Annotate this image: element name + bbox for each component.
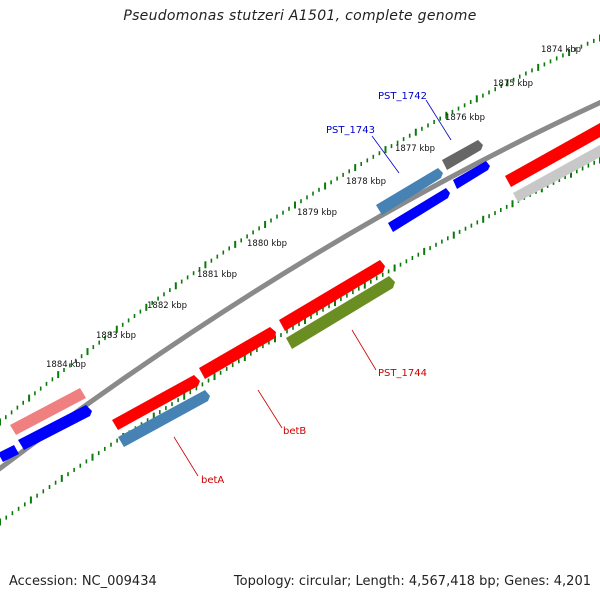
- leader-pst1744: [351, 329, 377, 371]
- leader-betA: [173, 436, 199, 477]
- label-betA[interactable]: betA: [201, 475, 224, 486]
- kbp-label: 1874 kbp: [541, 45, 581, 55]
- label-pst1742[interactable]: PST_1742: [378, 91, 427, 102]
- leader-betB: [257, 389, 283, 429]
- gene-blue-1884[interactable]: [18, 405, 92, 450]
- kbp-label: 1883 kbp: [96, 331, 136, 341]
- leader-pst1742: [425, 99, 452, 141]
- map-title: Pseudomonas stutzeri A1501, complete gen…: [123, 8, 477, 24]
- gene-betA-red[interactable]: [112, 375, 200, 430]
- kbp-labels: 1874 kbp 1875 kbp 1876 kbp 1877 kbp 1878…: [46, 45, 581, 370]
- kbp-label: 1884 kbp: [46, 360, 86, 370]
- gene-red-right[interactable]: [505, 123, 600, 187]
- kbp-label: 1878 kbp: [346, 177, 386, 187]
- gene-steel-1743[interactable]: [376, 168, 443, 215]
- kbp-label: 1880 kbp: [247, 239, 287, 249]
- plus-strand-genes: [0, 123, 600, 462]
- kbp-label: 1876 kbp: [445, 113, 485, 123]
- kbp-label: 1881 kbp: [197, 270, 237, 280]
- genome-backbone: [0, 99, 600, 472]
- gene-olive-1744[interactable]: [286, 276, 395, 349]
- label-pst1744[interactable]: PST_1744: [378, 368, 427, 379]
- gene-blue-left[interactable]: [0, 445, 19, 462]
- outer-tick-track: [0, 34, 600, 426]
- gene-betB-red[interactable]: [199, 327, 276, 379]
- topology-stats-text: Topology: circular; Length: 4,567,418 bp…: [233, 574, 591, 589]
- accession-text: Accession: NC_009434: [9, 574, 157, 589]
- gene-lightgray-right[interactable]: [513, 145, 600, 202]
- leader-pst1743: [371, 135, 400, 174]
- inner-tick-track: [0, 156, 600, 526]
- kbp-label: 1877 kbp: [395, 144, 435, 154]
- gene-blue-1742[interactable]: [453, 161, 490, 189]
- label-pst1743[interactable]: PST_1743: [326, 125, 375, 136]
- gene-blue-1743[interactable]: [388, 188, 450, 232]
- label-betB[interactable]: betB: [283, 426, 306, 437]
- gene-steel-betA[interactable]: [118, 390, 210, 447]
- kbp-label: 1875 kbp: [493, 79, 533, 89]
- gene-gray-1742[interactable]: [442, 140, 483, 170]
- gene-red-1744[interactable]: [279, 260, 385, 331]
- kbp-label: 1879 kbp: [297, 208, 337, 218]
- kbp-label: 1882 kbp: [147, 301, 187, 311]
- gene-pink[interactable]: [10, 388, 86, 435]
